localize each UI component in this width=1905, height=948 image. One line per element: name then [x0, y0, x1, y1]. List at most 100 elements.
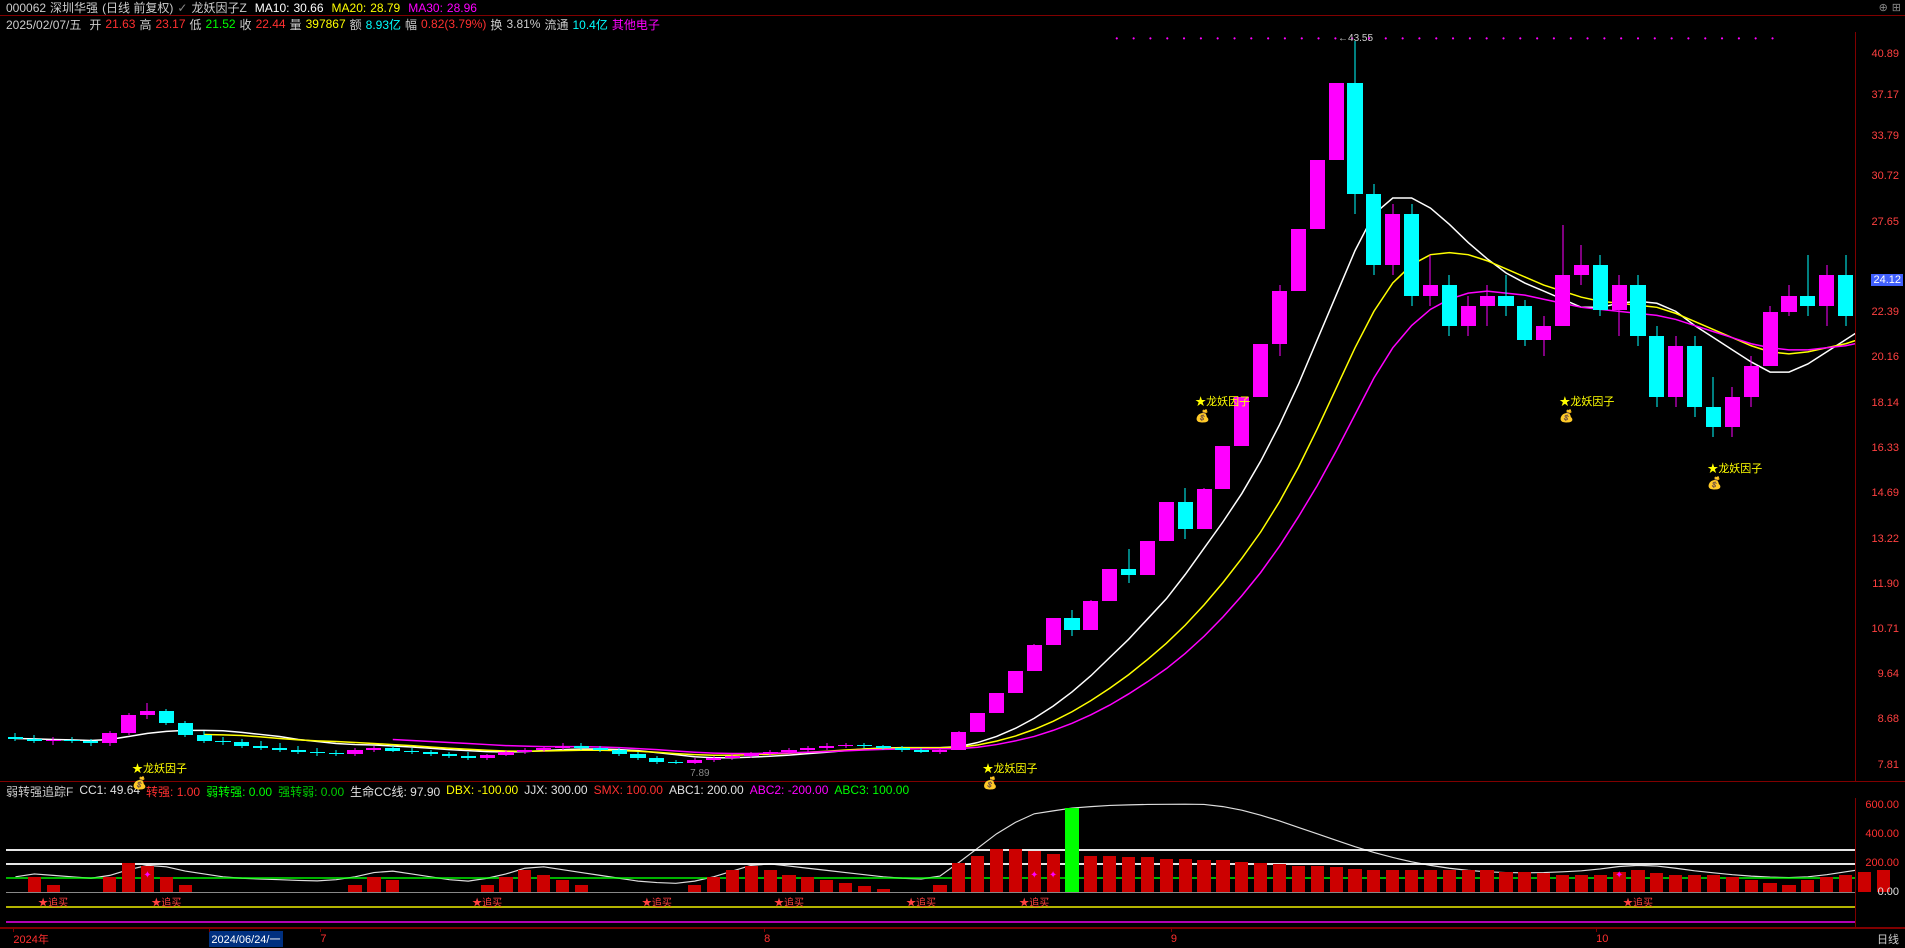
y-tick: 30.72 — [1871, 170, 1899, 182]
candle — [685, 32, 704, 782]
sub-item: JJX: 300.00 — [524, 783, 587, 797]
sub-marker: ★追买 — [38, 894, 68, 909]
low-v: 21.52 — [206, 17, 236, 31]
sub-bar — [1292, 866, 1305, 892]
candle — [1063, 32, 1082, 782]
timeline-label[interactable]: 7 — [320, 933, 326, 945]
sub-ytick: 400.00 — [1865, 828, 1899, 840]
sub-bar — [103, 877, 116, 891]
sub-star: ✦ — [1030, 870, 1038, 881]
low-label: 7.89 — [690, 768, 709, 779]
timeline[interactable]: 日线 2024年 2024/06/24/一 7 8 9 10 — [0, 928, 1905, 948]
sub-bar — [1216, 860, 1229, 892]
timeline-label[interactable]: 9 — [1171, 933, 1177, 945]
candle — [893, 32, 912, 782]
sub-bar — [1254, 863, 1267, 892]
amt-v: 8.93亿 — [366, 16, 401, 33]
y-tick: 27.65 — [1871, 216, 1899, 228]
low-l: 低 — [190, 16, 202, 33]
sub-bar — [1537, 873, 1550, 892]
candle — [1629, 32, 1648, 782]
candle — [195, 32, 214, 782]
timeline-label[interactable]: 2024/06/24/一 — [209, 931, 282, 947]
y-tick: 11.90 — [1872, 578, 1899, 590]
y-tick: 9.64 — [1878, 668, 1899, 680]
sub-marker: ★追买 — [906, 894, 936, 909]
candle — [817, 32, 836, 782]
amt-l: 额 — [350, 16, 362, 33]
candle — [534, 32, 553, 782]
sub-star: ✦ — [1049, 870, 1057, 881]
y-tick: 7.81 — [1878, 759, 1899, 771]
candle — [1383, 32, 1402, 782]
timeline-label[interactable]: 10 — [1596, 933, 1608, 945]
sub-indicator-header: 弱转强追踪F CC1: 49.64转强: 1.00弱转强: 0.00强转弱: 0… — [0, 782, 1905, 798]
candle — [629, 32, 648, 782]
sub-bar — [1575, 875, 1588, 892]
candle — [25, 32, 44, 782]
candle — [1666, 32, 1685, 782]
candle — [157, 32, 176, 782]
sub-bar — [499, 877, 512, 891]
y-tick: 22.39 — [1871, 306, 1899, 318]
sub-bar — [47, 885, 60, 892]
sub-bar — [348, 885, 361, 892]
sub-bar — [1763, 883, 1776, 892]
candle — [1478, 32, 1497, 782]
timeline-label[interactable]: 2024年 — [13, 931, 48, 947]
candle — [761, 32, 780, 782]
candle — [364, 32, 383, 782]
sub-marker: ★追买 — [1019, 894, 1049, 909]
ma30-label: MA30: — [408, 1, 443, 15]
candle — [1157, 32, 1176, 782]
sub-bar — [1103, 856, 1116, 892]
sub-bar — [1443, 870, 1456, 892]
candle — [1346, 32, 1365, 782]
timeline-period: 日线 — [1877, 931, 1899, 947]
sub-item: ABC1: 200.00 — [669, 783, 744, 797]
sub-bar — [28, 877, 41, 891]
sub-marker: ★追买 — [151, 894, 181, 909]
sub-bar — [367, 877, 380, 891]
sub-bar — [877, 889, 890, 892]
sub-item: 弱转强: 0.00 — [206, 783, 272, 797]
y-tick: 33.79 — [1871, 130, 1899, 142]
candle — [1289, 32, 1308, 782]
y-tick: 24.12 — [1871, 274, 1903, 286]
main-plot[interactable]: ••••••••••••••••••••••••••••••••••••••••… — [6, 32, 1855, 781]
grid-icon[interactable]: ⊞ — [1892, 1, 1901, 14]
sub-bar — [1405, 870, 1418, 892]
candle — [647, 32, 666, 782]
candle — [1440, 32, 1459, 782]
candle — [1044, 32, 1063, 782]
stock-code: 000062 — [6, 1, 46, 15]
candle — [1647, 32, 1666, 782]
candle — [232, 32, 251, 782]
candle — [1459, 32, 1478, 782]
candle — [1402, 32, 1421, 782]
timeline-label[interactable]: 8 — [764, 933, 770, 945]
candle — [1761, 32, 1780, 782]
sub-bar — [1801, 880, 1814, 892]
candle — [327, 32, 346, 782]
candle — [138, 32, 157, 782]
y-tick: 18.14 — [1871, 397, 1899, 409]
vol-l: 量 — [290, 16, 302, 33]
sub-item: ABC3: 100.00 — [834, 783, 909, 797]
sub-chart[interactable]: ★追买★追买★追买★追买★追买★追买★追买★追买✦✦✦✦ 600.00400.0… — [0, 798, 1905, 928]
sub-marker: ★追买 — [472, 894, 502, 909]
candle — [931, 32, 950, 782]
candle — [214, 32, 233, 782]
main-chart[interactable]: ••••••••••••••••••••••••••••••••••••••••… — [0, 32, 1905, 782]
sub-marker: ★追买 — [774, 894, 804, 909]
sub-bar — [839, 883, 852, 892]
sub-bar — [801, 877, 814, 891]
candle — [1119, 32, 1138, 782]
ma20-label: MA20: — [332, 1, 367, 15]
candle — [1081, 32, 1100, 782]
sub-bar — [556, 880, 569, 892]
candle — [63, 32, 82, 782]
candle — [987, 32, 1006, 782]
sub-plot[interactable]: ★追买★追买★追买★追买★追买★追买★追买★追买✦✦✦✦ — [6, 798, 1855, 927]
add-icon[interactable]: ⊕ — [1879, 1, 1888, 14]
